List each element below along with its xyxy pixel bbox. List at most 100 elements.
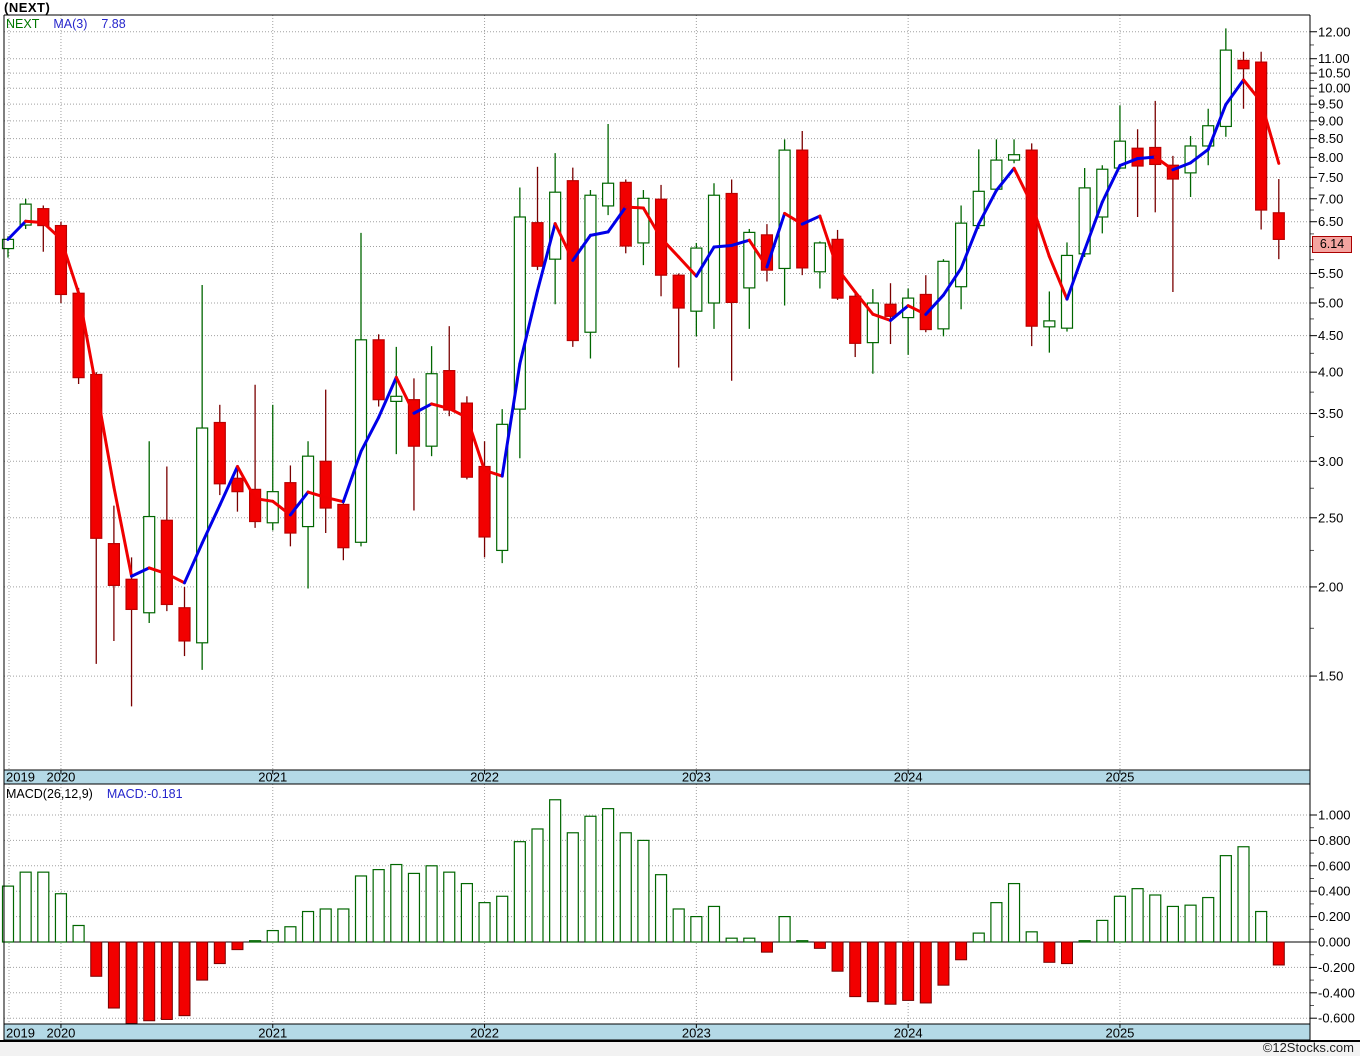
macd-bar-positive [390,863,403,943]
macd-bar-positive [566,832,579,943]
ma3-line-segment [1030,202,1051,258]
year-label: 2021 [258,770,287,785]
macd-bar-positive [1025,931,1038,943]
macd-bar-negative [213,941,226,965]
price-axis-label: 11.00 [1318,51,1350,66]
candle-up [813,242,827,273]
ma3-line-segment [41,221,63,241]
candle-down [107,543,121,586]
ma3-line-segment [853,290,875,316]
ma3-line-segment [271,499,292,517]
year-label: 2023 [682,1026,711,1041]
macd-bar-positive [743,937,756,943]
price-axis-label: 3.00 [1318,454,1343,469]
macd-bar-positive [301,910,315,943]
macd-bar-positive [284,926,297,943]
macd-bar-positive [796,940,809,943]
ma3-line-segment [677,255,698,278]
ma3-line-segment [606,205,628,234]
candle-down [1025,149,1038,327]
candle-down [407,399,421,447]
price-axis-label: 7.50 [1318,170,1343,185]
macd-bar-positive [1219,855,1232,943]
bottom-strip [0,1042,1360,1056]
candle-down [160,519,173,606]
macd-bar-positive [990,902,1003,943]
year-label: 2024 [894,1026,923,1041]
ma3-line-segment [412,402,434,415]
candle-up [1078,187,1091,255]
candle-down [125,578,138,611]
macd-bar-positive [690,915,703,943]
price-axis-label: 4.50 [1318,328,1343,343]
candle-up [584,194,597,333]
macd-bar-positive [1166,905,1180,943]
macd-bar-positive [637,839,650,943]
macd-bar-negative [178,941,191,1017]
ma3-line-segment [430,402,451,411]
candle-up [390,395,403,402]
macd-bar-positive [531,828,544,943]
macd-bar-positive [72,924,85,943]
macd-bar-positive [1149,894,1162,943]
ma3-line-segment [1100,163,1122,204]
ma3-line-segment [112,485,134,578]
ma3-line-segment [977,188,998,226]
candle-down [372,339,385,401]
ma3-line-segment [324,495,345,504]
price-axis-label: 5.50 [1318,266,1343,281]
ma3-line-segment [818,214,840,271]
candle-down [796,149,809,269]
candle-up [778,149,791,270]
ma3-line-segment [306,490,328,499]
macd-bar-negative [849,941,862,998]
ma3-line-segment [1136,155,1157,161]
ma-value: 7.88 [101,17,126,31]
candle-up [266,491,279,524]
macd-bar-negative [937,941,950,986]
macd-bar-negative [831,941,844,972]
candle-down [37,208,50,227]
macd-bar-negative [90,941,103,977]
ma3-line-segment [836,267,857,294]
macd-bar-positive [337,908,350,943]
macd-bar-positive [513,841,526,943]
macd-bar-positive [725,937,738,943]
ma3-line-segment [341,449,363,504]
macd-bar-negative [955,941,968,961]
macd-bar-positive [1184,904,1197,943]
macd-indicator-label: MACD(26,12,9) [6,787,93,801]
macd-bar-positive [1007,882,1021,943]
macd-bar-positive [354,875,368,943]
year-label: 2025 [1105,770,1134,785]
ma3-line-segment [394,375,416,415]
last-price-badge: 6.14 [1312,236,1352,253]
macd-axis-label: 0.200 [1318,909,1351,924]
ma3-line-segment [959,222,981,270]
candle-up [496,423,509,552]
candle-up [690,247,703,312]
candle-down [672,274,685,309]
ma3-line-segment [288,490,310,517]
macd-bar-positive [249,940,262,943]
candle-up [866,302,879,344]
ma3-line-segment [1118,157,1140,167]
price-axis-label: 1.50 [1318,669,1343,684]
symbol-label: NEXT [6,17,40,31]
macd-bar-positive [619,832,632,943]
ma3-line-segment [1259,100,1281,165]
candle-down [1166,164,1180,180]
ma3-line-segment [783,211,804,226]
candle-up [637,197,650,244]
year-label: 2020 [46,770,75,785]
candle-up [513,216,526,410]
candle-up [601,182,615,207]
ma3-line-segment [147,566,169,576]
macd-bar-negative [160,941,173,1020]
ma3-line-segment [77,291,98,390]
macd-bar-negative [813,941,826,949]
candle-up [743,231,756,289]
candle-down [319,460,332,509]
macd-bar-positive [460,882,473,943]
ma-label: MA(3) [53,17,88,31]
